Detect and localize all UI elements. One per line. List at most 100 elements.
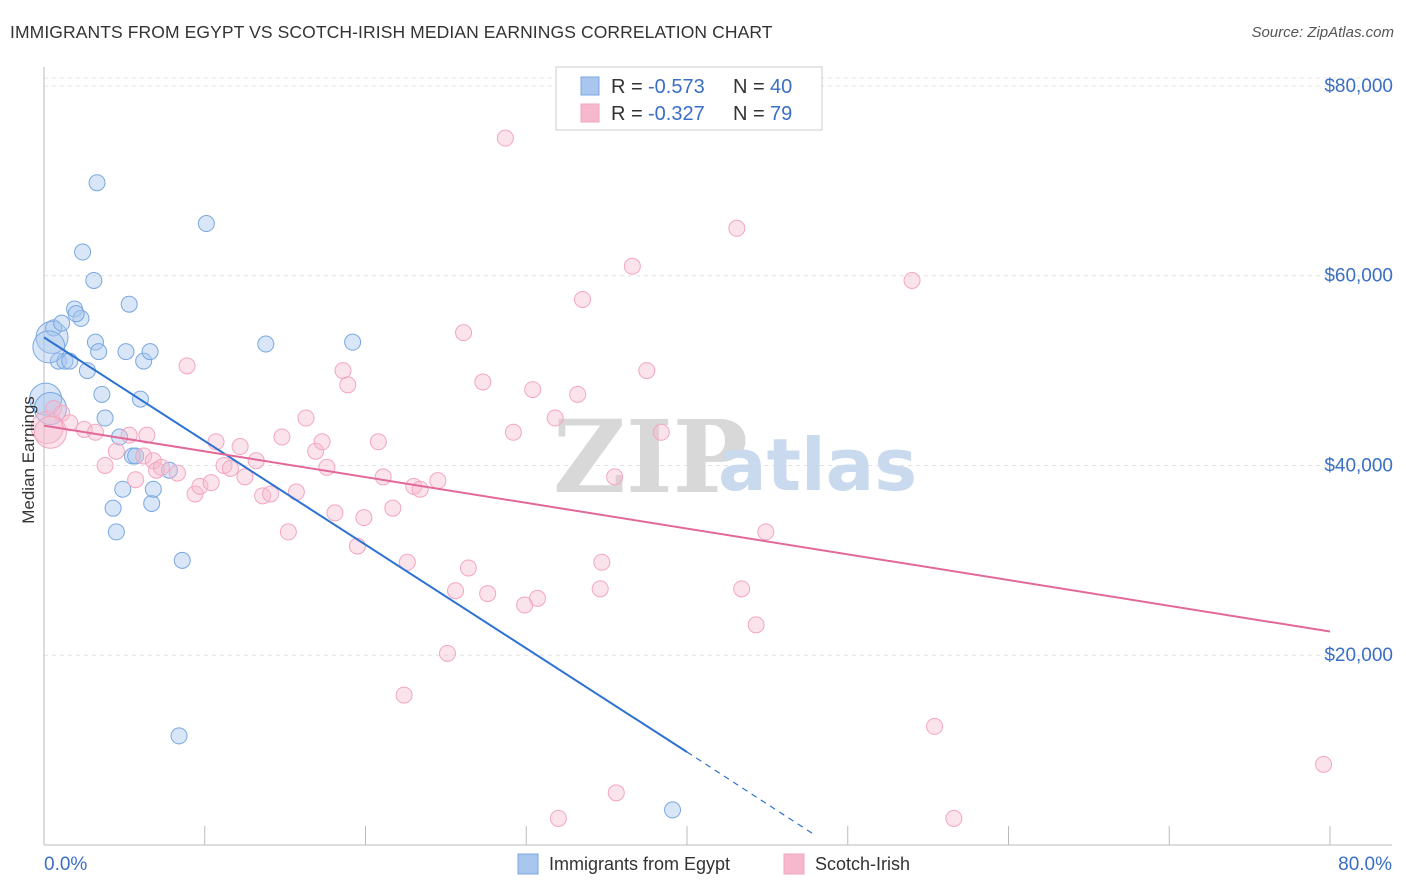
point-scotch-irish	[307, 442, 325, 460]
point-scotch-irish	[945, 809, 963, 827]
point-scotch-irish	[355, 509, 373, 527]
point-egypt	[72, 309, 90, 327]
point-egypt	[29, 382, 63, 416]
point-egypt	[88, 174, 106, 192]
bottom-legend-swatch-scotch-irish	[783, 853, 805, 875]
trend-line-scotch-irish	[43, 424, 1331, 633]
point-scotch-irish	[318, 458, 336, 476]
watermark-atlas: atlas	[718, 423, 917, 507]
point-scotch-irish	[138, 426, 156, 444]
point-scotch-irish	[455, 324, 473, 342]
chart-title: IMMIGRANTS FROM EGYPT VS SCOTCH-IRISH ME…	[10, 22, 773, 42]
point-scotch-irish	[148, 461, 166, 479]
point-scotch-irish	[384, 499, 402, 517]
point-scotch-irish	[33, 415, 67, 449]
point-scotch-irish	[903, 271, 921, 289]
point-scotch-irish	[221, 459, 239, 477]
point-scotch-irish	[926, 717, 944, 735]
legend-n-value-egypt: 40	[770, 76, 792, 98]
point-scotch-irish	[606, 468, 624, 486]
bottom-legend: Immigrants from Egypt Scotch-Irish	[517, 853, 910, 875]
point-egypt	[135, 352, 153, 370]
y-tick-label: $80,000	[1324, 76, 1393, 97]
point-scotch-irish	[459, 559, 477, 577]
point-scotch-irish	[135, 447, 153, 465]
point-scotch-irish	[447, 582, 465, 600]
y-tick-label: $20,000	[1324, 645, 1393, 666]
point-egypt	[86, 333, 104, 351]
y-tick-label: $60,000	[1324, 266, 1393, 287]
point-egypt	[107, 523, 125, 541]
gridlines	[44, 77, 1392, 656]
point-egypt	[67, 305, 85, 323]
legend-r-value-scotch-irish: -0.327	[648, 103, 705, 125]
point-egypt	[173, 551, 191, 569]
legend-r-value-egypt: -0.573	[648, 76, 705, 98]
legend-n-value-scotch-irish: 79	[770, 103, 792, 125]
legend-r-label-scotch-irish: R =	[611, 103, 643, 125]
point-scotch-irish	[262, 485, 280, 503]
point-egypt	[74, 243, 92, 261]
point-scotch-irish	[728, 219, 746, 237]
point-egypt	[664, 801, 682, 819]
axes	[43, 67, 1392, 846]
point-egypt	[117, 343, 135, 361]
point-scotch-irish	[279, 523, 297, 541]
bottom-legend-label-egypt: Immigrants from Egypt	[549, 854, 730, 874]
point-egypt	[257, 335, 275, 353]
trend-line-egypt	[43, 336, 688, 753]
point-scotch-irish	[326, 504, 344, 522]
point-egypt	[197, 215, 215, 233]
point-scotch-irish	[591, 580, 609, 598]
point-scotch-irish	[178, 357, 196, 375]
point-scotch-irish	[569, 385, 587, 403]
point-egypt	[143, 494, 161, 512]
point-egypt	[120, 295, 138, 313]
point-scotch-irish	[231, 438, 249, 456]
point-scotch-irish	[313, 433, 331, 451]
point-scotch-irish	[191, 477, 209, 495]
point-scotch-irish	[96, 456, 114, 474]
point-egypt	[104, 499, 122, 517]
point-scotch-irish	[334, 362, 352, 380]
point-scotch-irish	[168, 464, 186, 482]
point-scotch-irish	[236, 468, 254, 486]
point-scotch-irish	[398, 553, 416, 571]
point-scotch-irish	[127, 471, 145, 489]
point-scotch-irish	[496, 129, 514, 147]
point-scotch-irish	[504, 423, 522, 441]
point-scotch-irish	[202, 474, 220, 492]
point-scotch-irish	[339, 376, 357, 394]
point-egypt	[90, 343, 108, 361]
point-scotch-irish	[529, 589, 547, 607]
point-scotch-irish	[1315, 755, 1333, 773]
point-scotch-irish	[546, 409, 564, 427]
point-scotch-irish	[607, 784, 625, 802]
legend-swatch-scotch-irish	[580, 103, 600, 123]
x-tick-label-max: 80.0%	[1338, 854, 1392, 875]
legend-box: R = -0.573 N = 40 R = -0.327 N = 79	[555, 66, 823, 131]
y-axis-tick-labels: $20,000 $40,000 $60,000 $80,000	[1324, 76, 1393, 666]
x-axis-ticks	[204, 826, 1331, 845]
watermark: ZIP atlas	[553, 398, 917, 516]
point-scotch-irish	[429, 472, 447, 490]
chart-source: Source: ZipAtlas.com	[1251, 24, 1394, 41]
point-egypt	[344, 333, 362, 351]
point-egypt	[144, 480, 162, 498]
point-egypt	[45, 319, 63, 337]
point-scotch-irish	[297, 409, 315, 427]
bottom-legend-label-scotch-irish: Scotch-Irish	[815, 854, 910, 874]
legend-n-label-egypt: N =	[733, 76, 765, 98]
trend-lines	[43, 336, 1331, 837]
point-egypt	[61, 352, 79, 370]
point-scotch-irish	[152, 458, 170, 476]
point-scotch-irish	[549, 809, 567, 827]
point-scotch-irish	[273, 428, 291, 446]
point-scotch-irish	[747, 616, 765, 634]
x-tick-label-min: 0.0%	[44, 854, 87, 875]
point-scotch-irish	[438, 644, 456, 662]
y-axis-label: Median Earnings	[19, 396, 38, 524]
point-scotch-irish	[733, 580, 751, 598]
y-tick-label: $40,000	[1324, 455, 1393, 476]
